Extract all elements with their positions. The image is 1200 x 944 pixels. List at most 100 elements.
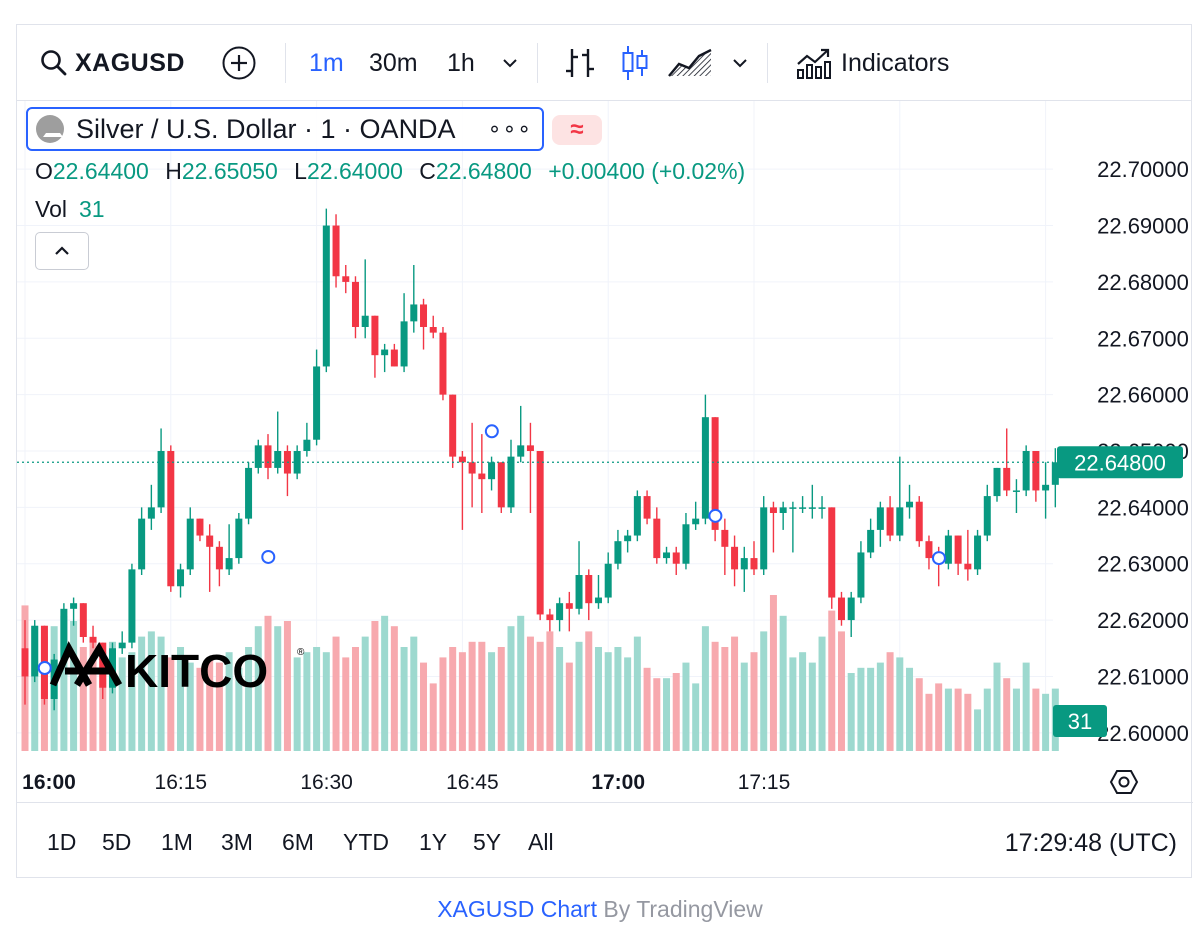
candle-body bbox=[604, 563, 612, 598]
range-1d[interactable]: 1D bbox=[47, 829, 77, 855]
candle-body bbox=[789, 507, 797, 509]
candle bbox=[1012, 479, 1020, 513]
range-1y[interactable]: 1Y bbox=[419, 829, 448, 855]
range-all[interactable]: All bbox=[528, 829, 554, 855]
candle bbox=[808, 484, 816, 519]
timeframe-1h[interactable]: 1h bbox=[447, 48, 475, 77]
market-status-badge[interactable]: ≈ bbox=[552, 115, 602, 145]
collapse-legend-button[interactable] bbox=[35, 232, 89, 270]
candle-body bbox=[818, 507, 826, 509]
candle-body bbox=[663, 552, 671, 559]
volume-bar bbox=[867, 667, 875, 751]
close-value: 22.64800 bbox=[435, 158, 532, 184]
volume-bar bbox=[594, 647, 602, 751]
candle-body bbox=[1022, 451, 1030, 491]
candle bbox=[624, 529, 632, 553]
candle bbox=[594, 575, 602, 609]
volume-bar bbox=[760, 631, 768, 751]
candlestick-chart[interactable]: 22.70000 22.69000 22.68000 22.67000 22.66000… bbox=[17, 101, 1193, 801]
timeframe-1m[interactable]: 1m bbox=[309, 48, 344, 77]
indicators-button[interactable]: Indicators bbox=[795, 25, 949, 101]
volume-bar bbox=[769, 595, 777, 751]
chevron-down-icon bbox=[503, 59, 517, 68]
range-1m[interactable]: 1M bbox=[161, 829, 193, 855]
symbol-search-button[interactable]: XAGUSD bbox=[39, 25, 185, 101]
candle-body bbox=[332, 225, 340, 277]
compare-symbol-button[interactable] bbox=[221, 25, 257, 101]
volume-bar bbox=[89, 636, 97, 751]
toolbar: XAGUSD 1m 30m 1h bbox=[17, 25, 1191, 101]
volume-bar bbox=[313, 647, 321, 751]
candle bbox=[128, 563, 136, 649]
range-5d[interactable]: 5D bbox=[102, 829, 132, 855]
volume-bar bbox=[206, 657, 214, 751]
time-tick-label: 17:15 bbox=[737, 771, 791, 794]
range-5y[interactable]: 5Y bbox=[473, 829, 502, 855]
timeframe-30m[interactable]: 30m bbox=[369, 48, 418, 77]
search-icon bbox=[41, 50, 67, 76]
candle bbox=[954, 535, 962, 575]
chart-pane[interactable]: 22.70000 22.69000 22.68000 22.67000 22.66000… bbox=[17, 101, 1193, 801]
candle bbox=[526, 422, 534, 513]
more-options-icon[interactable]: ∘∘∘ bbox=[487, 116, 532, 141]
candle bbox=[857, 541, 865, 604]
chart-type-dropdown[interactable] bbox=[731, 25, 749, 101]
last-price-badge bbox=[1057, 446, 1183, 479]
volume-bar bbox=[1032, 688, 1040, 751]
series-legend[interactable]: Silver / U.S. Dollar · 1 · OANDA ∘∘∘ bbox=[26, 107, 544, 151]
candle bbox=[760, 496, 768, 575]
silver-logo-icon bbox=[36, 115, 64, 143]
candle bbox=[692, 501, 700, 530]
candle-body bbox=[983, 496, 991, 536]
candle bbox=[342, 265, 350, 294]
candle-body bbox=[867, 529, 875, 553]
range-3m[interactable]: 3M bbox=[221, 829, 253, 855]
toolbar-separator bbox=[537, 43, 538, 83]
volume-bar bbox=[381, 615, 389, 751]
candle bbox=[390, 343, 398, 367]
volume-bar bbox=[964, 693, 972, 751]
range-6m[interactable]: 6M bbox=[282, 829, 314, 855]
timeframe-dropdown[interactable] bbox=[501, 25, 519, 101]
volume-bar bbox=[177, 647, 185, 751]
bar-chart-button[interactable] bbox=[563, 25, 597, 101]
clock-utc[interactable]: 17:29:48 (UTC) bbox=[1004, 829, 1177, 857]
candle-body bbox=[896, 507, 904, 536]
candle bbox=[731, 535, 739, 587]
candle-body bbox=[215, 546, 223, 570]
candle bbox=[643, 490, 651, 525]
candle bbox=[313, 349, 321, 446]
chart-link[interactable]: XAGUSD Chart bbox=[437, 896, 597, 922]
candle-body bbox=[118, 642, 126, 649]
candle bbox=[177, 563, 185, 598]
candle bbox=[1032, 451, 1040, 502]
candle-body bbox=[837, 597, 845, 621]
volume-bar bbox=[283, 621, 291, 751]
candles-button[interactable] bbox=[619, 25, 651, 101]
candle-body bbox=[546, 614, 554, 621]
candle bbox=[828, 507, 836, 609]
time-axis[interactable]: 16:00 16:15 16:30 16:45 17:00 17:15 bbox=[17, 763, 1193, 803]
volume-bar bbox=[235, 667, 243, 751]
candle bbox=[274, 411, 282, 474]
volume-label: Vol bbox=[35, 196, 67, 222]
candle bbox=[925, 535, 933, 570]
candle-body bbox=[167, 451, 175, 587]
area-chart-button[interactable] bbox=[667, 25, 713, 101]
candle bbox=[896, 456, 904, 542]
range-ytd[interactable]: YTD bbox=[343, 829, 389, 855]
candle-body bbox=[944, 535, 952, 564]
settings-icon[interactable] bbox=[1109, 767, 1139, 797]
candle-body bbox=[488, 462, 496, 480]
volume-bar bbox=[400, 647, 408, 751]
candle bbox=[497, 462, 505, 513]
candle bbox=[215, 541, 223, 587]
candle-body bbox=[235, 518, 243, 559]
price-tick-label: 22.64000 bbox=[1097, 495, 1189, 520]
volume-bar bbox=[332, 636, 340, 751]
volume-bar bbox=[70, 621, 78, 751]
candle bbox=[254, 439, 262, 474]
symbol-label: XAGUSD bbox=[75, 48, 185, 77]
candles-icon bbox=[622, 46, 648, 80]
candle-body bbox=[740, 558, 748, 570]
